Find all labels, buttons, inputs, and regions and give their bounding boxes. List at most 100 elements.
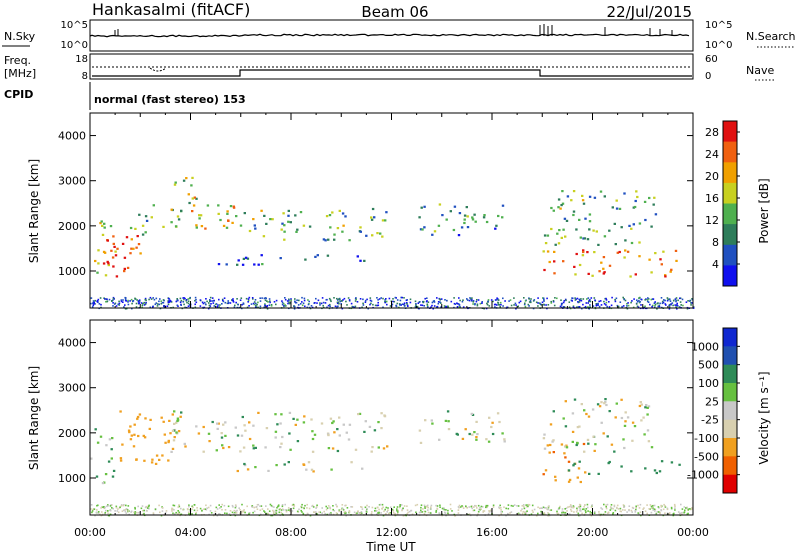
echo-cell <box>572 213 575 217</box>
echo-cell <box>475 420 478 423</box>
echo-cell <box>590 297 593 299</box>
echo-cell <box>101 511 103 513</box>
echo-cell <box>542 506 545 509</box>
echo-cell <box>649 504 652 506</box>
echo-cell <box>666 507 669 510</box>
echo-cell <box>550 302 553 304</box>
echo-cell <box>661 302 664 305</box>
date-title: 22/Jul/2015 <box>607 3 692 21</box>
echo-cell <box>602 272 605 275</box>
echo-cell <box>195 226 198 229</box>
echo-cell <box>311 450 315 453</box>
colorbar-tick-label: -100 <box>694 432 719 445</box>
echo-cell <box>582 249 585 252</box>
echo-cell <box>137 434 140 438</box>
echo-cell <box>691 507 693 509</box>
echo-cell <box>589 510 591 513</box>
echo-cell <box>360 511 363 513</box>
echo-cell <box>219 218 222 222</box>
echo-cell <box>231 221 234 224</box>
echo-cell <box>108 298 111 301</box>
echo-cell <box>313 511 315 513</box>
echo-cell <box>635 190 638 193</box>
echo-cell <box>646 300 649 303</box>
echo-cell <box>127 510 129 512</box>
echo-cell <box>542 250 545 253</box>
echo-cell <box>106 298 108 300</box>
echo-cell <box>255 304 257 307</box>
echo-cell <box>557 198 561 201</box>
echo-cell <box>354 305 357 308</box>
echo-cell <box>327 447 331 450</box>
echo-cell <box>397 509 399 512</box>
echo-cell <box>631 300 633 302</box>
echo-cell <box>122 504 125 507</box>
echo-cell <box>327 304 330 307</box>
echo-cell <box>148 504 150 507</box>
echo-cell <box>675 306 677 308</box>
echo-cell <box>674 505 676 508</box>
echo-cell <box>123 267 126 270</box>
echo-cell <box>480 508 482 510</box>
echo-cell <box>104 473 108 476</box>
echo-cell <box>311 437 315 441</box>
echo-cell <box>261 297 263 299</box>
echo-cell <box>497 299 500 301</box>
echo-cell <box>664 299 666 302</box>
echo-cell <box>187 300 190 302</box>
echo-cell <box>436 505 439 507</box>
echo-cell <box>195 197 198 200</box>
echo-cell <box>227 219 230 222</box>
echo-cell <box>290 299 292 301</box>
echo-cell <box>571 412 575 415</box>
echo-cell <box>137 243 141 246</box>
echo-cell <box>435 509 438 512</box>
echo-cell <box>403 302 406 304</box>
echo-cell <box>213 305 216 307</box>
echo-cell <box>199 214 203 217</box>
echo-cell <box>105 300 107 303</box>
freq-tick-low: 8 <box>82 71 88 82</box>
echo-cell <box>633 425 637 428</box>
echo-cell <box>117 508 119 510</box>
echo-cell <box>124 304 126 306</box>
echo-cell <box>348 511 351 513</box>
echo-cell <box>568 513 570 516</box>
echo-cell <box>480 505 483 508</box>
echo-cell <box>97 262 100 265</box>
echo-cell <box>366 504 368 507</box>
echo-cell <box>93 301 95 304</box>
echo-cell <box>588 195 592 198</box>
echo-cell <box>424 297 426 300</box>
echo-cell <box>548 260 551 264</box>
echo-cell <box>336 513 339 516</box>
echo-cell <box>248 512 251 514</box>
echo-cell <box>553 260 556 263</box>
echo-cell <box>229 205 233 208</box>
echo-cell <box>266 305 268 308</box>
echo-cell <box>133 423 136 426</box>
echo-cell <box>654 213 658 216</box>
echo-cell <box>419 441 423 444</box>
echo-cell <box>433 301 436 303</box>
echo-cell <box>438 438 441 441</box>
echo-cell <box>142 302 144 305</box>
echo-cell <box>91 510 94 512</box>
echo-cell <box>355 512 357 515</box>
echo-cell <box>164 511 167 514</box>
colorbar-swatch <box>723 364 737 384</box>
echo-cell <box>689 300 691 302</box>
echo-cell <box>572 305 575 307</box>
echo-cell <box>596 303 599 305</box>
echo-cell <box>523 505 525 508</box>
echo-cell <box>120 300 123 303</box>
echo-cell <box>523 511 526 513</box>
echo-cell <box>472 303 474 305</box>
echo-cell <box>265 427 269 430</box>
echo-cell <box>307 303 310 306</box>
echo-cell <box>595 230 598 233</box>
echo-cell <box>532 511 534 513</box>
echo-cell <box>138 299 141 301</box>
echo-cell <box>546 297 548 300</box>
